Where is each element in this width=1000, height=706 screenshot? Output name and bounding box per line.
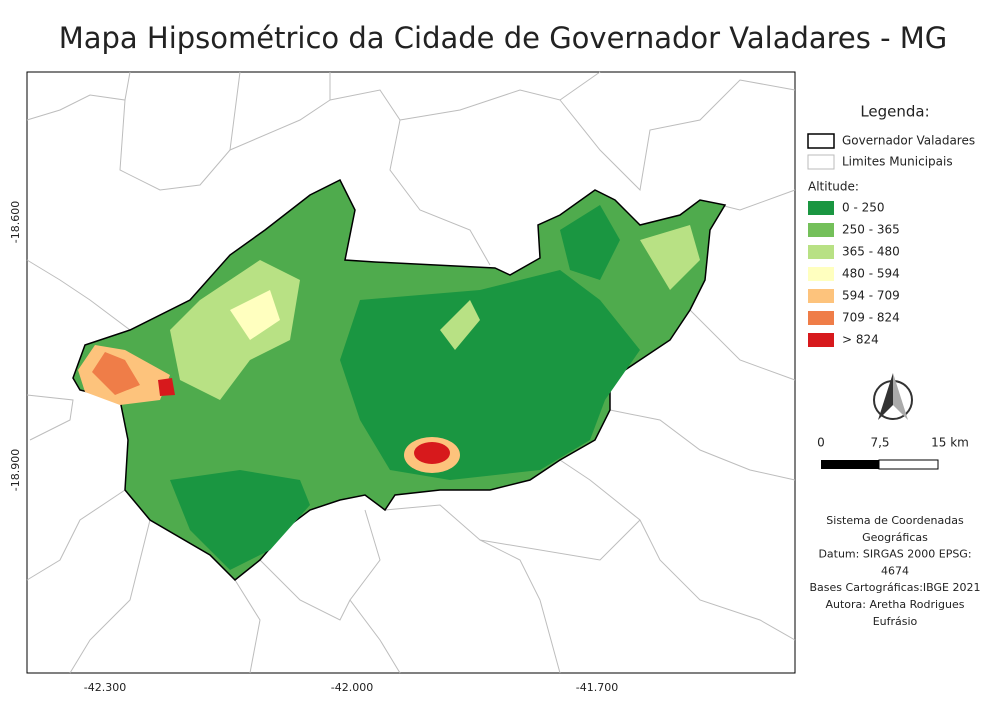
- legend-swatch: [807, 133, 835, 149]
- scale-label: 0: [817, 436, 825, 450]
- credit-line: Eufrásio: [873, 615, 918, 628]
- scale-label: 15 km: [931, 436, 969, 450]
- legend-swatch: [808, 311, 834, 325]
- legend-label: 480 - 594: [842, 267, 900, 281]
- lon-label: -42.300: [84, 681, 126, 694]
- legend-label: 709 - 824: [842, 311, 900, 325]
- scale-label: 7,5: [870, 436, 889, 450]
- lat-label: -18.900: [9, 449, 22, 491]
- credits: Sistema de Coordenadas Geográficas Datum: …: [810, 514, 981, 628]
- governador-valadares-area: [72, 178, 727, 582]
- legend-label: > 824: [842, 333, 879, 347]
- legend-swatch: [808, 201, 834, 215]
- municipal-limits: [26, 71, 796, 674]
- legend-label: 250 - 365: [842, 223, 900, 237]
- legend-label: Limites Municipais: [842, 155, 953, 169]
- legend: Governador Valadares Limites Municipais 0 …: [807, 133, 975, 347]
- legend-swatch: [808, 333, 834, 347]
- credit-line: Geográficas: [862, 531, 928, 544]
- altitude-title: Altitude:: [808, 180, 859, 194]
- scale-bar: 0 7,5 15 km: [817, 436, 969, 470]
- legend-label: 594 - 709: [842, 289, 900, 303]
- legend-swatch: [808, 289, 834, 303]
- credit-line: Autora: Aretha Rodrigues: [826, 598, 965, 611]
- legend-swatch: [807, 154, 835, 170]
- north-arrow: [873, 373, 913, 420]
- legend-label: Governador Valadares: [842, 134, 975, 148]
- coordinate-labels: -18.600 -18.900 -42.300 -42.000 -41.700: [9, 201, 618, 694]
- credit-line: Sistema de Coordenadas: [826, 514, 964, 527]
- lat-label: -18.600: [9, 201, 22, 243]
- lon-label: -42.000: [331, 681, 373, 694]
- legend-swatch: [808, 267, 834, 281]
- legend-swatch: [808, 223, 834, 237]
- credit-line: Datum: SIRGAS 2000 EPSG:: [818, 548, 971, 561]
- credit-line: Bases Cartográficas:IBGE 2021: [810, 581, 981, 594]
- legend-swatch: [808, 245, 834, 259]
- legend-title: Legenda:: [860, 103, 929, 121]
- legend-label: 365 - 480: [842, 245, 900, 259]
- legend-label: 0 - 250: [842, 201, 885, 215]
- map-title: Mapa Hipsométrico da Cidade de Governado…: [59, 21, 948, 55]
- lon-label: -41.700: [576, 681, 618, 694]
- credit-line: 4674: [881, 564, 909, 577]
